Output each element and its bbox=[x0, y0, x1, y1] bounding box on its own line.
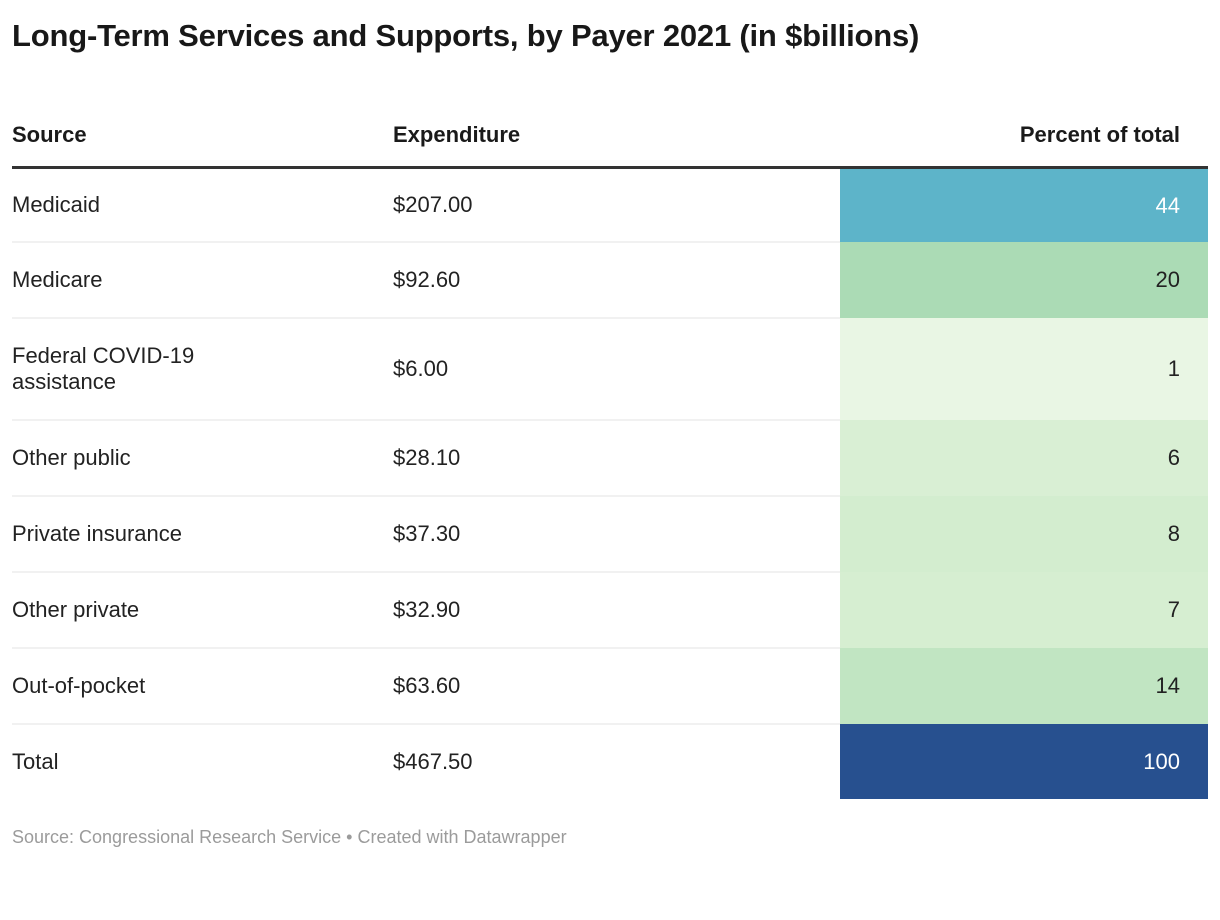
cell-source: Total bbox=[12, 723, 393, 800]
source-name-label: Total bbox=[12, 749, 59, 775]
cell-percent-heatmap: 7 bbox=[840, 572, 1208, 649]
table-row: Medicaid $207.00 44 bbox=[12, 167, 1208, 243]
cell-source: Other public bbox=[12, 419, 393, 497]
cell-expenditure: $92.60 bbox=[393, 241, 840, 319]
table-row: Other private $32.90 7 bbox=[12, 571, 1208, 649]
cell-expenditure: $63.60 bbox=[393, 647, 840, 725]
cell-expenditure: $28.10 bbox=[393, 419, 840, 497]
table-row: Federal COVID-19 assistance $6.00 1 bbox=[12, 317, 1208, 421]
data-table: Source Expenditure Percent of total Medi… bbox=[12, 122, 1208, 800]
cell-source: Out-of-pocket bbox=[12, 647, 393, 725]
cell-expenditure: $467.50 bbox=[393, 723, 840, 800]
chart-title: Long-Term Services and Supports, by Paye… bbox=[12, 18, 920, 53]
datawrapper-credit-link[interactable]: Created with Datawrapper bbox=[357, 827, 567, 848]
source-name-label: Private insurance bbox=[12, 521, 182, 547]
table-body: Medicaid $207.00 44 Medicare $92.60 20 Federal… bbox=[12, 167, 1208, 800]
col-header-source: Source bbox=[12, 122, 393, 169]
cell-percent-heatmap: 8 bbox=[840, 496, 1208, 573]
chart-container: Long-Term Services and Supports, by Paye… bbox=[12, 18, 1208, 849]
source-name-label: Other private bbox=[12, 597, 140, 623]
source-label: Source: Congressional Research Service bbox=[12, 827, 342, 848]
table-row: Other public $28.10 6 bbox=[12, 419, 1208, 497]
header-row: Source Expenditure Percent of total bbox=[12, 122, 1208, 169]
source-name-label: Medicare bbox=[12, 267, 103, 293]
cell-expenditure: $6.00 bbox=[393, 317, 840, 421]
source-name-label: Federal COVID-19 assistance bbox=[12, 343, 195, 395]
cell-expenditure: $207.00 bbox=[393, 192, 473, 218]
col-header-percent-of-total: Percent of total bbox=[840, 122, 1208, 169]
col-header-expenditure: Expenditure bbox=[393, 122, 840, 169]
table-row: Medicare $92.60 20 bbox=[12, 241, 1208, 319]
source-attribution: Source: Congressional Research Service •… bbox=[12, 825, 1208, 849]
cell-source: Medicare bbox=[12, 241, 393, 319]
cell-percent-heatmap: 100 bbox=[840, 724, 1208, 800]
footer-separator: • bbox=[341, 827, 358, 848]
cell-source: Private insurance bbox=[12, 495, 393, 573]
cell-source: Other private bbox=[12, 571, 393, 649]
table-row: Private insurance $37.30 8 bbox=[12, 495, 1208, 573]
cell-expenditure: $37.30 bbox=[393, 495, 840, 573]
source-name-label: Medicaid bbox=[12, 192, 101, 218]
cell-percent-heatmap: 14 bbox=[840, 648, 1208, 725]
cell-expenditure: $32.90 bbox=[393, 571, 840, 649]
table-row: Total $467.50 100 bbox=[12, 723, 1208, 800]
source-name-label: Other public bbox=[12, 445, 131, 471]
cell-source: Federal COVID-19 assistance bbox=[12, 317, 393, 421]
table-row: Out-of-pocket $63.60 14 bbox=[12, 647, 1208, 725]
cell-percent-heatmap: 20 bbox=[840, 242, 1208, 319]
cell-percent-heatmap: 6 bbox=[840, 420, 1208, 497]
source-name-label: Out-of-pocket bbox=[12, 673, 146, 699]
cell-percent-heatmap: 44 bbox=[840, 167, 1208, 243]
cell-percent-heatmap: 1 bbox=[840, 318, 1208, 421]
cell-source: Medicaid bbox=[12, 168, 393, 243]
